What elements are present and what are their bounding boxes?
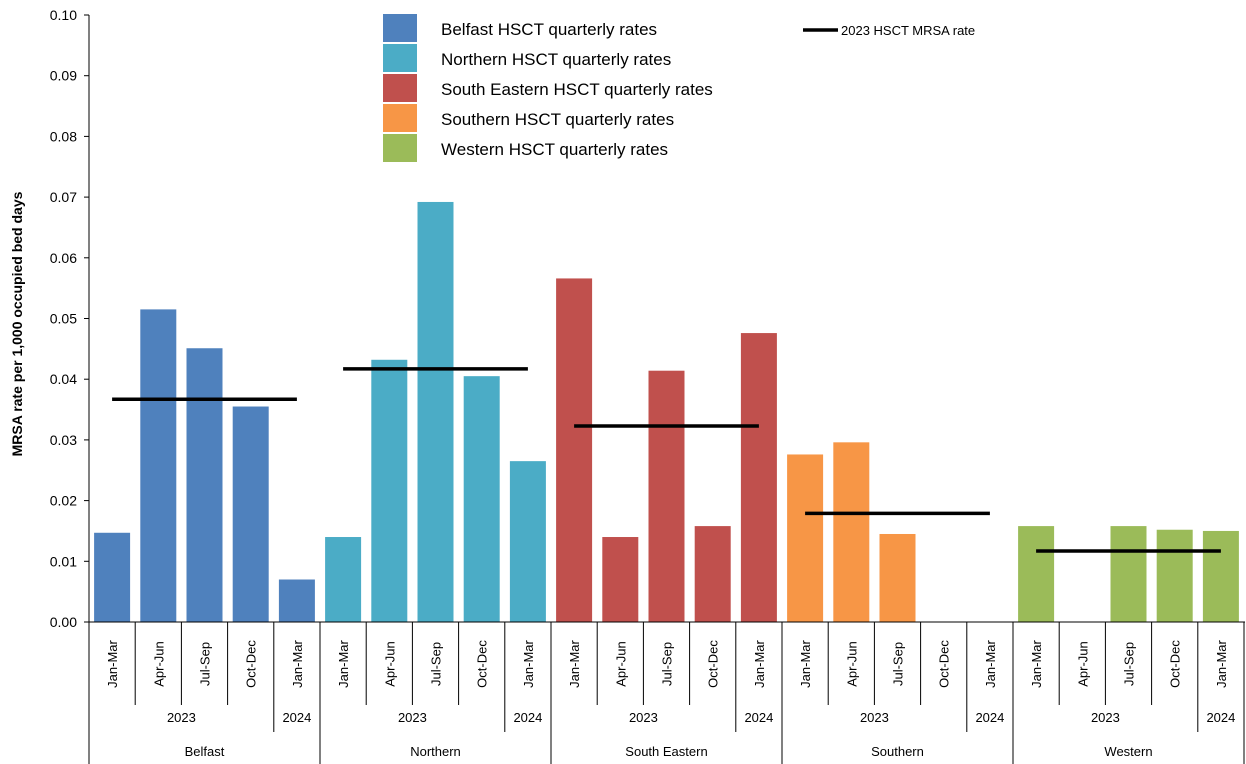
group-label: South Eastern <box>625 744 707 759</box>
bar-southern-2 <box>879 533 916 622</box>
bar-belfast-1 <box>140 309 177 622</box>
y-tick-label: 0.03 <box>50 432 77 448</box>
x-tick-label: Apr-Jun <box>1075 641 1090 687</box>
year-label: 2024 <box>744 710 773 725</box>
x-tick-label: Jul-Sep <box>429 642 444 686</box>
y-axis-label: MRSA rate per 1,000 occupied bed days <box>9 191 25 456</box>
y-tick-label: 0.01 <box>50 553 77 569</box>
x-tick-label: Jul-Sep <box>660 642 675 686</box>
legend-swatch-4 <box>383 134 417 162</box>
legend-label: Western HSCT quarterly rates <box>441 140 668 159</box>
bar-belfast-0 <box>94 532 131 622</box>
x-tick-label: Oct-Dec <box>244 640 259 688</box>
legend-label: South Eastern HSCT quarterly rates <box>441 80 713 99</box>
legend-label: Northern HSCT quarterly rates <box>441 50 671 69</box>
group-label: Belfast <box>185 744 225 759</box>
year-label: 2024 <box>1206 710 1235 725</box>
group-label: Southern <box>871 744 924 759</box>
bar-south-eastern-1 <box>602 537 639 622</box>
bar-south-eastern-2 <box>648 370 685 622</box>
legend-label: Belfast HSCT quarterly rates <box>441 20 657 39</box>
legend-label: Southern HSCT quarterly rates <box>441 110 674 129</box>
y-axis: 0.00 0.01 0.02 0.03 0.04 0.05 0.06 0.07 0.08 0.09… <box>50 7 90 630</box>
bar-south-eastern-0 <box>556 278 593 622</box>
x-tick-label: Oct-Dec <box>706 640 721 688</box>
legend-swatch-2 <box>383 74 417 102</box>
group-label: Northern <box>410 744 461 759</box>
x-tick-label: Jul-Sep <box>198 642 213 686</box>
y-tick-label: 0.09 <box>50 68 77 84</box>
legend-line-label: 2023 HSCT MRSA rate <box>841 23 975 38</box>
year-label: 2023 <box>1091 710 1120 725</box>
x-tick-label: Jul-Sep <box>891 642 906 686</box>
x-tick-label: Apr-Jun <box>844 641 859 687</box>
year-label: 2023 <box>167 710 196 725</box>
x-tick-label: Apr-Jun <box>613 641 628 687</box>
x-tick-label: Oct-Dec <box>475 640 490 688</box>
y-tick-label: 0.02 <box>50 493 77 509</box>
legend-swatch-3 <box>383 104 417 132</box>
x-tick-label: Jan-Mar <box>1029 639 1044 687</box>
x-tick-label: Jan-Mar <box>336 639 351 687</box>
y-tick-label: 0.00 <box>50 614 77 630</box>
legend-swatch-1 <box>383 44 417 72</box>
bar-belfast-3 <box>232 406 269 622</box>
y-tick-label: 0.04 <box>50 371 77 387</box>
x-tick-label: Jul-Sep <box>1122 642 1137 686</box>
bar-south-eastern-3 <box>694 526 731 622</box>
year-label: 2024 <box>975 710 1004 725</box>
x-tick-label: Apr-Jun <box>382 641 397 687</box>
x-tick-label: Jan-Mar <box>752 639 767 687</box>
year-label: 2023 <box>860 710 889 725</box>
bar-western-2 <box>1110 526 1147 622</box>
y-tick-label: 0.06 <box>50 250 77 266</box>
group-label: Western <box>1104 744 1152 759</box>
y-tick-label: 0.05 <box>50 311 77 327</box>
x-tick-label: Apr-Jun <box>151 641 166 687</box>
bar-northern-3 <box>463 376 500 622</box>
annual-rate-lines <box>112 367 1221 553</box>
year-label: 2024 <box>513 710 542 725</box>
year-label: 2024 <box>282 710 311 725</box>
x-tick-label: Oct-Dec <box>1168 640 1183 688</box>
x-tick-label: Jan-Mar <box>290 639 305 687</box>
x-tick-label: Jan-Mar <box>983 639 998 687</box>
x-tick-label: Jan-Mar <box>1214 639 1229 687</box>
bars <box>94 201 1239 622</box>
bar-belfast-4 <box>278 579 315 622</box>
bar-south-eastern-4 <box>740 333 777 622</box>
x-tick-label: Oct-Dec <box>937 640 952 688</box>
bar-northern-2 <box>417 201 454 622</box>
bar-southern-0 <box>787 454 824 622</box>
y-tick-label: 0.07 <box>50 189 77 205</box>
year-label: 2023 <box>398 710 427 725</box>
bar-northern-4 <box>509 461 546 622</box>
x-axis: Jan-Mar Apr-Jun Jul-Sep Oct-Dec Jan-Mar 2023 2… <box>88 621 1245 764</box>
bar-northern-0 <box>325 537 362 622</box>
x-tick-label: Jan-Mar <box>105 639 120 687</box>
bar-belfast-2 <box>186 348 223 622</box>
bar-western-3 <box>1156 529 1193 622</box>
bar-western-4 <box>1202 530 1239 622</box>
x-tick-label: Jan-Mar <box>798 639 813 687</box>
y-tick-label: 0.10 <box>50 7 77 23</box>
year-label: 2023 <box>629 710 658 725</box>
bar-northern-1 <box>371 359 408 622</box>
legend-swatch-0 <box>383 14 417 42</box>
bar-southern-1 <box>833 442 870 622</box>
legend: Belfast HSCT quarterly rates Northern HSC… <box>383 14 975 162</box>
bar-western-0 <box>1018 526 1055 622</box>
x-tick-label: Jan-Mar <box>567 639 582 687</box>
y-tick-label: 0.08 <box>50 128 77 144</box>
x-tick-label: Jan-Mar <box>521 639 536 687</box>
